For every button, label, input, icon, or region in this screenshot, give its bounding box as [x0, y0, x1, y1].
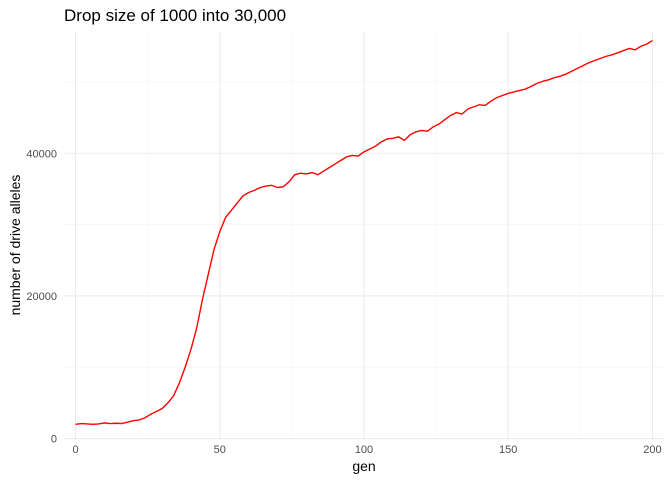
- x-tick-label: 50: [214, 444, 226, 456]
- series-line: [75, 39, 653, 426]
- x-tick-label: 200: [643, 444, 661, 456]
- x-tick-label: 150: [499, 444, 517, 456]
- y-axis-ticks: 0 20000 40000: [26, 148, 57, 445]
- major-gridlines: [64, 32, 664, 440]
- chart-title: Drop size of 1000 into 30,000: [64, 6, 286, 25]
- y-tick-label: 0: [51, 434, 57, 446]
- x-axis-title: gen: [352, 458, 375, 474]
- y-axis-title: number of drive alleles: [7, 175, 23, 316]
- y-tick-label: 40000: [26, 148, 57, 160]
- y-tick-label: 20000: [26, 291, 57, 303]
- x-axis-ticks: 0 50 100 150 200: [72, 444, 661, 456]
- x-tick-label: 100: [355, 444, 373, 456]
- x-tick-label: 0: [72, 444, 78, 456]
- series-layer: [75, 39, 653, 426]
